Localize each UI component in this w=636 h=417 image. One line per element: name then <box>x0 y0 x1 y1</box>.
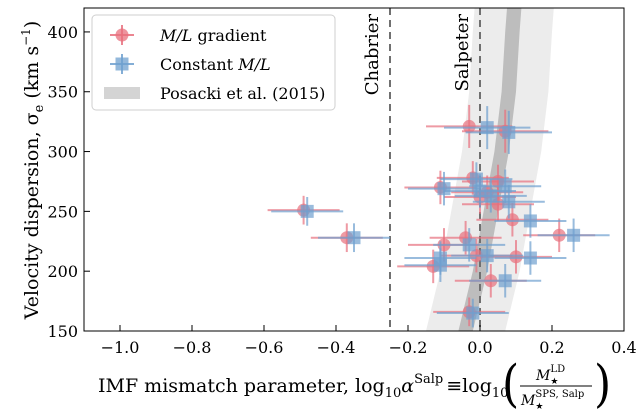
point-constant-ml-2 <box>444 106 531 150</box>
point-constant-ml-18 <box>436 298 509 328</box>
x-tick-label: 0.0 <box>467 338 492 357</box>
x-tick-label: −1.0 <box>101 338 140 357</box>
point-constant-ml-1 <box>318 223 390 253</box>
point-constant-ml-15 <box>404 248 477 282</box>
posacki-band-inner <box>458 8 522 331</box>
point-constant-ml-10 <box>494 204 567 238</box>
x-tick-label: 0.4 <box>611 338 636 357</box>
x-axis-title-paren-close: ) <box>594 355 611 414</box>
x-axis-title-paren-open: ( <box>502 355 519 414</box>
y-tick-label: 350 <box>47 83 78 102</box>
x-tick-label: −0.6 <box>245 338 284 357</box>
y-tick-label: 200 <box>47 262 78 281</box>
x-tick-label: 0.2 <box>539 338 564 357</box>
x-axis-title: IMF mismatch parameter, log10αSalp ≡log10… <box>98 355 611 414</box>
point-constant-ml-13 <box>451 238 524 273</box>
legend-label-ml-gradient: M/L gradient <box>159 26 267 45</box>
point-constant-ml-0 <box>271 197 344 226</box>
x-axis-title-fraction-num: M★LD <box>535 364 565 387</box>
y-axis-ticks: 150 200 250 300 350 400 <box>47 23 90 341</box>
x-axis-title-main: IMF mismatch parameter, log10αSalp ≡log10 <box>98 372 508 401</box>
ref-label-salpeter: Salpeter <box>452 14 473 92</box>
x-axis-ticks: −1.0 −0.8 −0.6 −0.4 −0.2 0.0 0.2 0.4 <box>101 325 636 357</box>
legend-label-constant-ml: Constant M/L <box>160 55 271 74</box>
x-axis-title-fraction-den: M★SPS, Salp <box>520 389 584 412</box>
y-tick-label: 300 <box>47 143 78 162</box>
legend: M/L gradient Constant M/L Posacki et al.… <box>91 14 336 111</box>
point-constant-ml-14 <box>494 241 567 275</box>
legend-box <box>91 14 336 111</box>
point-ml-gradient-2 <box>426 104 513 148</box>
x-tick-label: −0.4 <box>317 338 356 357</box>
legend-marker-square <box>110 54 134 74</box>
ref-label-chabrier: Chabrier <box>362 14 383 96</box>
legend-label-posacki: Posacki et al. (2015) <box>160 84 325 103</box>
point-constant-ml-3 <box>465 110 552 154</box>
point-constant-ml-8 <box>444 174 516 208</box>
data-points <box>267 104 610 328</box>
legend-marker-circle <box>110 25 134 45</box>
y-tick-label: 150 <box>47 322 78 341</box>
point-constant-ml-17 <box>469 264 542 298</box>
y-tick-label: 250 <box>47 202 78 221</box>
plot-frame <box>83 7 625 332</box>
x-tick-label: −0.8 <box>173 338 212 357</box>
x-tick-label: −0.2 <box>389 338 428 357</box>
posacki-band-outer <box>426 8 554 331</box>
y-axis-title: Velocity dispersion, σe (km s−1) <box>19 21 47 321</box>
posacki-band <box>426 8 554 331</box>
reference-lines: Chabrier Salpeter <box>362 8 481 331</box>
point-constant-ml-16 <box>537 218 610 253</box>
legend-marker-band <box>104 87 140 99</box>
y-tick-label: 400 <box>47 23 78 42</box>
point-constant-ml-9 <box>472 185 545 219</box>
